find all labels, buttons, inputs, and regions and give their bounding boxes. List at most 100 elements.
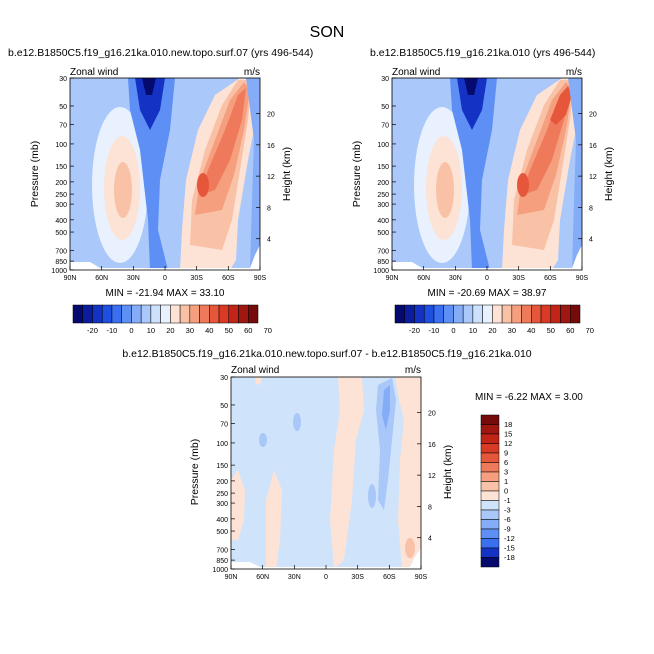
pressure-tick-label: 100 — [377, 142, 389, 149]
pressure-tick-label: 100 — [216, 441, 228, 448]
pressure-tick-label: 150 — [377, 164, 389, 171]
panel-1-contour-nh-jet-core — [114, 162, 132, 218]
panel-1-lat-ticks: 90N 60N 30N 0 30S 60S 90S — [64, 266, 267, 282]
colorbar-swatch — [560, 304, 571, 324]
colorbar-swatch — [480, 414, 500, 425]
colorbar-swatch — [101, 304, 113, 324]
colorbar-label: 0 — [129, 326, 133, 335]
height-tick-label: 20 — [267, 112, 275, 119]
panel-3-variable: Zonal wind — [231, 365, 279, 376]
lat-tick-label: 90S — [415, 574, 428, 581]
pressure-tick-label: 850 — [55, 259, 67, 266]
panel-3-contour-neg-1 — [376, 378, 396, 510]
panel-1-contour-polar — [246, 78, 260, 270]
pressure-tick-label: 250 — [216, 491, 228, 498]
lat-tick-label: 60N — [95, 275, 108, 282]
panel-3-title: b.e12.B1850C5.f19_g16.21ka.010.new.topo.… — [122, 348, 531, 360]
pressure-tick-label: 100 — [55, 142, 67, 149]
lat-tick-label: 30S — [351, 574, 364, 581]
pressure-tick-label: 50 — [381, 104, 389, 111]
height-tick-label: 4 — [267, 237, 271, 244]
panel-3-ylabel-left: Pressure (mb) — [189, 439, 201, 506]
colorbar-swatch — [199, 304, 210, 324]
colorbar-swatch — [92, 304, 103, 324]
colorbar-swatch — [480, 490, 500, 501]
colorbar-label: 40 — [527, 326, 535, 335]
colorbar-swatch — [480, 462, 500, 473]
pressure-tick-label: 30 — [59, 76, 67, 83]
panel-3: b.e12.B1850C5.f19_g16.21ka.010.new.topo.… — [122, 348, 583, 581]
colorbar-label: 30 — [508, 326, 516, 335]
colorbar-swatch — [492, 304, 503, 324]
panel-3-contour-pos-5 — [255, 377, 262, 385]
colorbar-swatch — [160, 304, 171, 324]
colorbar-label: -3 — [504, 506, 511, 515]
colorbar-label: 60 — [244, 326, 252, 335]
colorbar-label: -10 — [107, 326, 118, 335]
panel-3-units: m/s — [405, 365, 421, 376]
colorbar-label: 10 — [147, 326, 155, 335]
panel-2-topography — [392, 245, 582, 270]
colorbar-swatch — [480, 557, 500, 568]
panel-1-contour-sh-jet-core — [200, 88, 246, 195]
colorbar-label: -20 — [87, 326, 98, 335]
pressure-tick-label: 400 — [216, 517, 228, 524]
panel-1-colorbar: -20 -10 0 10 20 30 40 50 60 70 — [72, 304, 272, 335]
colorbar-swatch — [480, 433, 500, 444]
panel-3-contour-pos-4 — [266, 470, 282, 569]
colorbar-swatch — [472, 304, 483, 324]
panel-2-plot-area — [391, 77, 583, 271]
figure-title: SON — [310, 24, 345, 41]
colorbar-swatch — [540, 304, 552, 324]
colorbar-swatch — [72, 304, 83, 324]
height-tick-label: 20 — [428, 411, 436, 418]
panel-2-contour-polar — [568, 78, 582, 270]
pressure-tick-label: 1000 — [373, 268, 389, 275]
colorbar-label: 6 — [504, 458, 508, 467]
height-tick-label: 16 — [428, 442, 436, 449]
pressure-tick-label: 300 — [377, 202, 389, 209]
lat-tick-label: 30S — [512, 275, 525, 282]
lat-tick-label: 0 — [485, 275, 489, 282]
lat-tick-label: 0 — [324, 574, 328, 581]
panel-1-ylabel-left: Pressure (mb) — [29, 141, 41, 208]
panel-3-topography — [231, 548, 421, 569]
height-tick-label: 20 — [589, 112, 597, 119]
colorbar-label: -1 — [504, 496, 511, 505]
panel-1-plot-area — [69, 77, 261, 271]
colorbar-label: -6 — [504, 515, 511, 524]
panel-2-pressure-ticks: 30 50 70 100 150 200 250 300 400 500 700 850 1000 — [373, 76, 396, 275]
colorbar-swatch — [462, 304, 474, 324]
panel-2-height-ticks: 20 16 12 8 4 — [578, 112, 597, 244]
panel-3-contour-pos-2 — [395, 377, 421, 569]
colorbar-swatch — [550, 304, 561, 324]
colorbar-swatch — [121, 304, 132, 324]
colorbar-swatch — [150, 304, 161, 324]
panel-2-units: m/s — [566, 67, 582, 78]
colorbar-swatch — [82, 304, 93, 324]
colorbar-swatch — [570, 304, 581, 324]
colorbar-swatch — [433, 304, 444, 324]
colorbar-swatch — [238, 304, 249, 324]
pressure-tick-label: 250 — [55, 192, 67, 199]
colorbar-swatch — [453, 304, 464, 324]
colorbar-swatch — [480, 509, 500, 520]
panel-1-units: m/s — [244, 67, 260, 78]
colorbar-swatch — [480, 424, 500, 435]
colorbar-label: -20 — [409, 326, 420, 335]
colorbar-swatch — [404, 304, 415, 324]
colorbar-swatch — [170, 304, 181, 324]
colorbar-swatch — [501, 304, 513, 324]
colorbar-label: 30 — [186, 326, 194, 335]
panel-2-contour-sh-jet-max — [517, 173, 529, 197]
colorbar-label: -12 — [504, 534, 515, 543]
panel-2-ylabel-right: Height (km) — [603, 147, 615, 201]
pressure-tick-label: 50 — [220, 403, 228, 410]
panel-3-contour-neg-5 — [368, 484, 376, 508]
panel-1-contour-tropical-east — [128, 78, 175, 270]
lat-tick-label: 60S — [383, 574, 396, 581]
colorbar-label: -9 — [504, 525, 511, 534]
lat-tick-label: 30N — [127, 275, 140, 282]
pressure-tick-label: 1000 — [212, 567, 228, 574]
